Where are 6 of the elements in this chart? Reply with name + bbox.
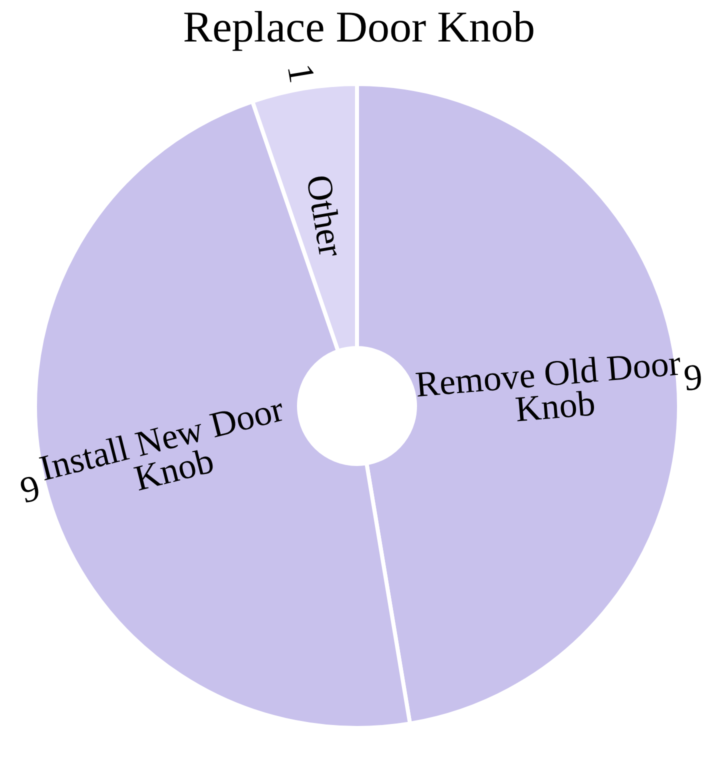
slice-label: Other bbox=[298, 172, 352, 260]
data-label: 9 bbox=[16, 466, 44, 511]
data-label: 9 bbox=[682, 356, 704, 400]
data-label: 1 bbox=[280, 60, 324, 86]
slice-label: Remove Old Door Knob bbox=[414, 342, 682, 430]
chart-title: Replace Door Knob bbox=[183, 2, 535, 52]
